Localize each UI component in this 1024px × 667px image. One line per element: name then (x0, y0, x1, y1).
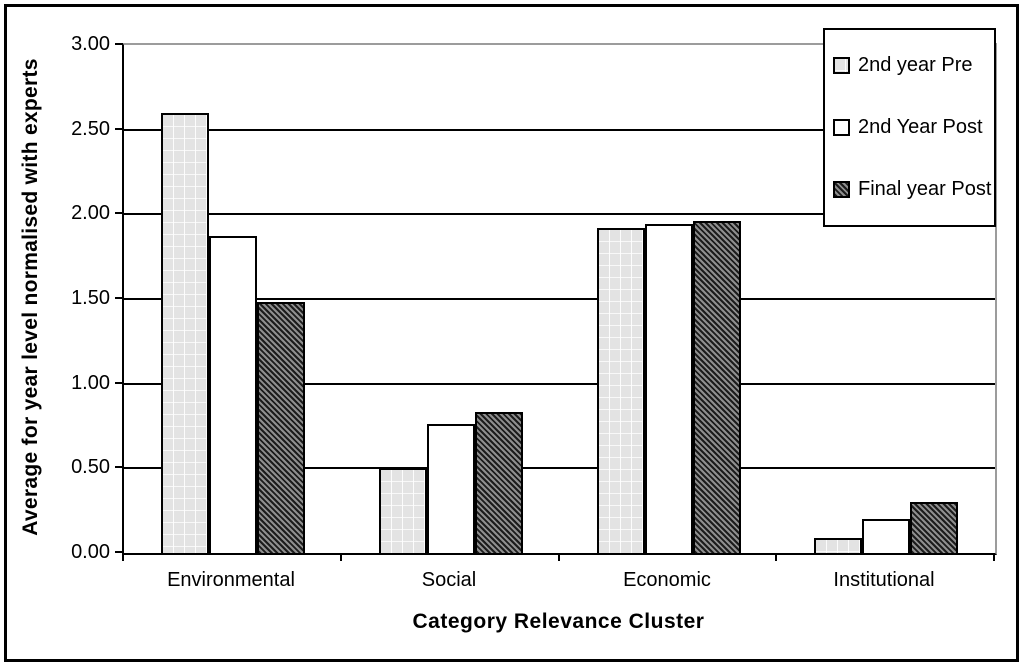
y-tick-label-0.50: 0.50 (71, 456, 110, 479)
legend-swatch-icon (833, 181, 850, 199)
legend-label: 2nd year Pre (858, 53, 973, 76)
category-label-institutional: Institutional (833, 569, 935, 591)
category-label-social: Social (421, 569, 477, 591)
y-tick-mark-0.50 (115, 466, 123, 469)
gridline-0.50 (124, 467, 995, 470)
x-tick-mark-1 (340, 553, 342, 561)
legend-label: Final year Post (858, 178, 992, 201)
gridline-1.00 (124, 382, 995, 385)
y-tick-mark-2.00 (115, 212, 123, 215)
bar-economic-final-year-post (693, 221, 741, 553)
y-tick-mark-0.00 (115, 551, 123, 553)
y-tick-mark-2.50 (115, 127, 123, 130)
x-tick-mark-0 (122, 553, 124, 561)
category-label-economic: Economic (623, 569, 711, 591)
bar-economic-2nd-year-pre (597, 228, 645, 553)
y-tick-mark-1.50 (115, 297, 123, 299)
gridline-1.50 (124, 298, 995, 300)
gridline-2.50 (124, 128, 995, 131)
y-tick-mark-1.00 (115, 381, 123, 384)
y-tick-label-2.00: 2.00 (71, 202, 110, 225)
legend-item-2nd-year-pre: 2nd year Pre (833, 54, 994, 77)
bar-social-2nd-year-pre (379, 468, 427, 553)
legend-swatch-icon (833, 56, 850, 74)
y-tick-label-1.50: 1.50 (71, 287, 110, 309)
y-axis-title-text: Average for year level normalised with e… (19, 58, 42, 536)
bar-environmental-2nd-year-pre (161, 113, 209, 553)
y-tick-label-3.00: 3.00 (71, 33, 110, 55)
bar-institutional-2nd-year-post (862, 519, 910, 553)
legend-item-final-year-post: Final year Post (833, 178, 994, 201)
bar-economic-2nd-year-post (645, 224, 693, 553)
legend-item-2nd-year-post: 2nd Year Post (833, 116, 994, 139)
y-tick-label-0.00: 0.00 (71, 541, 110, 563)
bar-institutional-final-year-post (910, 502, 958, 553)
x-tick-mark-4 (993, 553, 995, 561)
x-tick-mark-3 (775, 553, 777, 561)
category-label-environmental: Environmental (167, 569, 295, 591)
y-tick-label-2.50: 2.50 (71, 117, 110, 140)
x-axis-title: Category Relevance Cluster (412, 610, 705, 633)
bar-institutional-2nd-year-pre (814, 538, 862, 553)
x-tick-mark-2 (558, 553, 560, 561)
bar-environmental-2nd-year-post (209, 236, 257, 553)
y-tick-label-1.00: 1.00 (71, 371, 110, 394)
bar-social-final-year-post (475, 412, 523, 553)
gridline-2.00 (124, 213, 995, 216)
legend-label: 2nd Year Post (858, 115, 983, 138)
legend-swatch-icon (833, 118, 850, 136)
bar-environmental-final-year-post (257, 302, 305, 553)
legend-box: 2nd year Pre 2nd Year Post Final year Post (823, 28, 996, 227)
bar-social-2nd-year-post (427, 424, 475, 553)
y-tick-mark-3.00 (115, 43, 123, 45)
